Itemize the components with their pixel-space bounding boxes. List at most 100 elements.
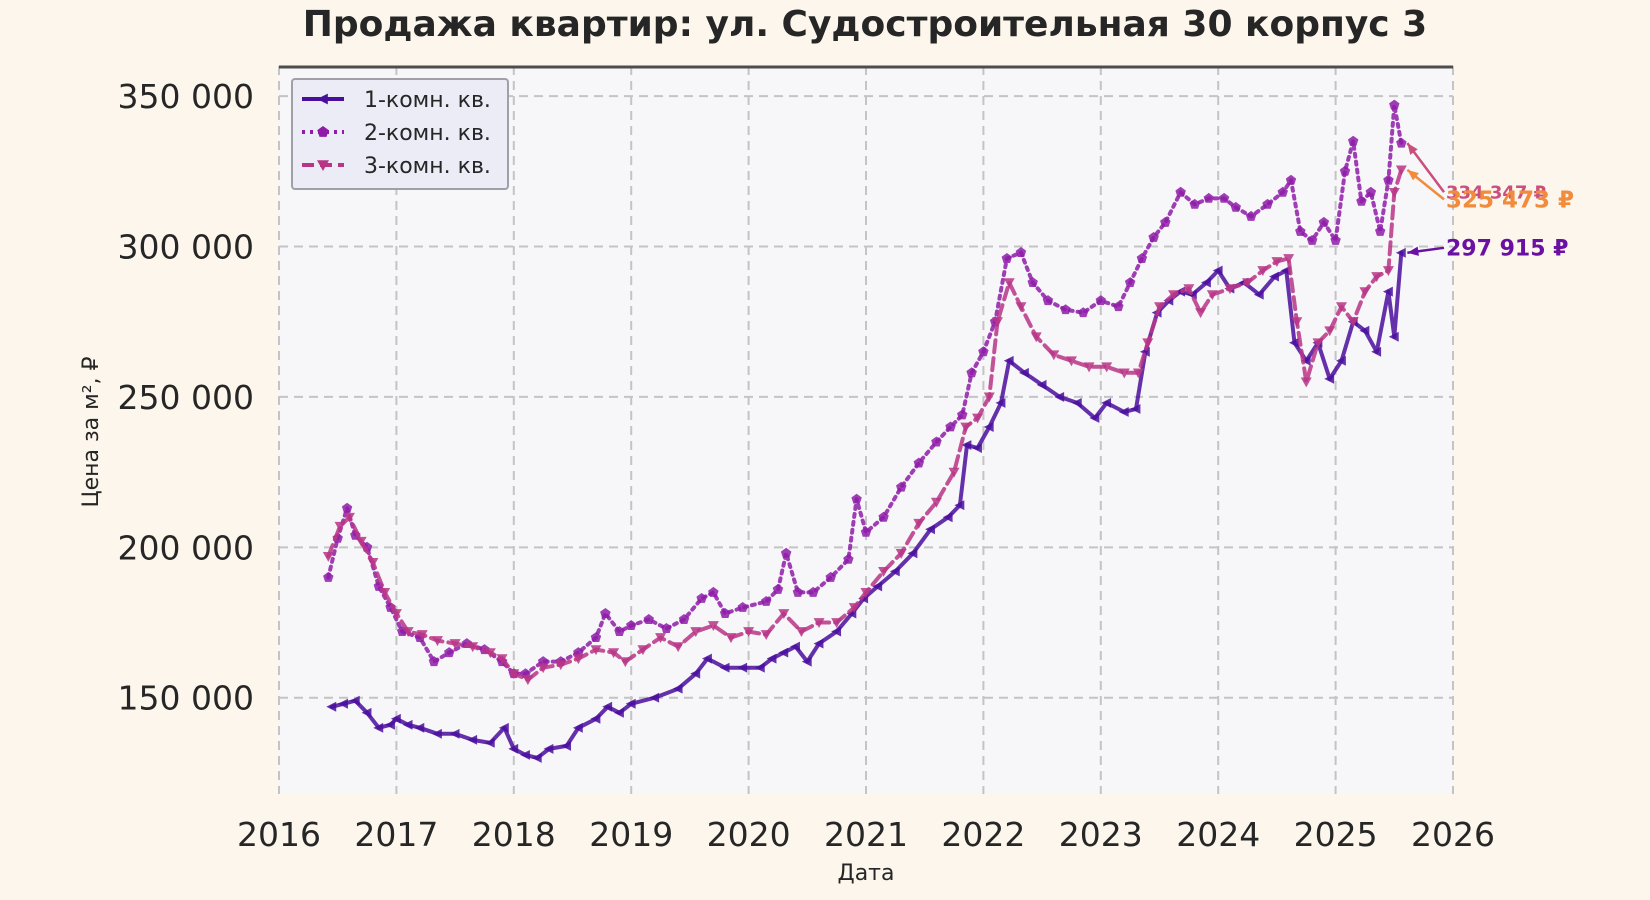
data-point [1285,174,1297,185]
data-point [778,609,790,620]
y-tick-label: 150 000 [118,679,254,718]
data-point [431,636,443,647]
data-point [1118,407,1129,417]
data-point [878,566,890,577]
data-point [402,719,413,730]
data-point [1382,266,1394,277]
data-point [373,722,384,733]
x-tick-label: 2019 [589,815,673,854]
data-point [1365,186,1377,197]
data-point [1206,290,1218,301]
data-point [637,645,649,656]
data-point [390,609,402,620]
data-point [1015,302,1027,313]
data-point [1175,186,1186,197]
data-point [1306,235,1318,245]
data-point [843,553,854,564]
data-point [795,627,807,638]
data-point [707,621,719,632]
data-point [1388,331,1399,342]
data-point [522,675,534,686]
legend-box [291,78,509,190]
data-point [1212,265,1223,276]
x-tick-label: 2020 [707,815,791,854]
data-point [1300,377,1312,388]
annotations: 334 347 ₽325 473 ₽ 297 915 ₽ [1406,142,1574,262]
data-point [1003,355,1014,366]
data-point [1132,368,1144,379]
data-point [414,722,425,733]
annotation-arrowhead [1407,169,1419,181]
data-point [954,500,965,511]
data-point [1395,165,1407,176]
data-point [792,586,804,597]
data-point [349,695,360,706]
data-point [626,620,637,630]
data-point [355,536,367,547]
data-point [496,654,508,665]
data-point [690,668,701,679]
data-point [1295,226,1306,236]
data-point [1375,226,1386,236]
data-point [930,497,942,508]
data-point [1371,272,1383,283]
data-point [760,630,772,641]
data-point [851,493,862,504]
data-point [1154,302,1165,313]
data-point [1312,338,1324,349]
data-point [1289,337,1299,348]
data-point [945,421,956,432]
data-point [1060,304,1071,315]
data-point [1036,379,1047,390]
data-point [1148,232,1159,242]
data-point [1383,174,1394,185]
data-point [498,722,509,733]
x-tick-label: 2016 [237,815,321,854]
data-point [416,630,428,641]
data-point [813,638,824,649]
data-point [831,618,843,629]
data-point [555,660,567,671]
data-point [1136,253,1148,263]
data-point [572,654,584,665]
data-point [878,511,889,522]
data-point [761,596,772,606]
data-point [995,397,1006,408]
y-tick-label: 350 000 [118,77,254,116]
data-point [1347,317,1359,328]
data-point [1291,317,1303,328]
data-point [896,481,907,492]
data-point [402,627,414,638]
data-point [590,645,602,656]
data-point [1027,277,1038,287]
data-point [590,713,601,724]
y-axis-ticks: 150 000 200 000 250 000 300 000 350 000 [118,77,254,718]
data-point [1318,216,1330,227]
data-point [1083,362,1095,373]
data-point [813,618,825,629]
data-point [860,526,872,537]
data-point [572,722,583,733]
data-point [1396,137,1407,148]
data-point [1113,301,1124,312]
series-3 [322,165,1407,686]
annotation-arrowhead [1407,143,1418,155]
data-point [1269,271,1279,282]
data-point [1330,235,1341,245]
data-point [613,707,624,718]
data-point [719,662,730,673]
data-point [625,698,636,709]
data-point [1359,325,1370,336]
data-point [672,642,684,653]
data-point [1335,355,1346,366]
annotation-arrowhead [1407,246,1419,256]
data-point [1300,355,1311,366]
data-point [428,656,440,667]
data-point [1018,367,1029,378]
data-point [1277,186,1288,197]
data-point [983,422,994,432]
data-point [801,656,812,667]
data-point [807,586,819,597]
